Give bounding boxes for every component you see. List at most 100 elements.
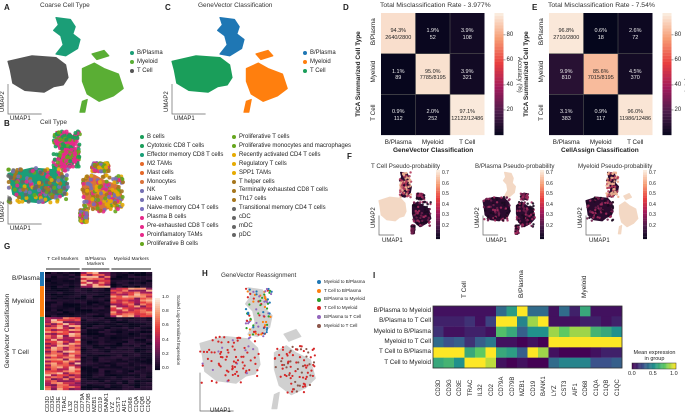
umap-b-point	[65, 155, 70, 160]
umap-f-2-point	[614, 172, 617, 175]
g-heatmap-cell	[45, 323, 52, 326]
g-heatmap-cell	[86, 364, 93, 367]
confusion-d-colorbar-segment	[494, 116, 504, 120]
g-heatmap-cell	[74, 275, 81, 279]
umap-b-point	[17, 195, 22, 200]
h-reassigned-point	[218, 335, 221, 339]
confusion-d-cell	[381, 53, 416, 95]
umap-b-point	[102, 168, 107, 173]
g-heatmap-cell	[80, 319, 87, 322]
umap-b-point	[77, 142, 82, 147]
i-heatmap-cell	[433, 337, 444, 348]
g-heatmap-cell	[128, 305, 135, 308]
g-heatmap-cell	[80, 332, 87, 336]
g-heatmap-cell	[74, 281, 81, 284]
h-reassigned-point	[252, 300, 255, 303]
g-heatmap-cell	[110, 323, 117, 326]
umap-f-2-point	[592, 197, 596, 200]
g-heatmap-cell	[128, 344, 135, 347]
g-heatmap-cell	[122, 362, 129, 365]
umap-f-0-point	[418, 202, 421, 205]
g-heatmap-cell	[128, 303, 135, 306]
umap-f-0-point	[420, 211, 424, 215]
g-heatmap-cell	[122, 323, 129, 326]
umap-c-cluster-M3	[243, 98, 252, 113]
umap-f-1-point	[488, 197, 491, 200]
g-heatmap-cell	[45, 293, 52, 296]
g-heatmap-cell	[74, 307, 81, 310]
h-reassigned-point	[248, 328, 252, 331]
g-heatmap-cell	[110, 313, 117, 316]
h-reassigned-point	[269, 292, 273, 296]
g-heatmap-cell	[128, 272, 135, 275]
h-reassigned-point	[263, 293, 266, 296]
f-colorbar-segment	[436, 190, 440, 194]
panel-a-title: Coarse Cell Type	[40, 2, 90, 9]
legend-label: Proliferative T cells	[239, 134, 290, 140]
g-heatmap-cell	[122, 289, 129, 292]
i-heatmap-cell	[611, 306, 623, 317]
g-heatmap-cell	[80, 331, 87, 334]
panel-label-A: A	[4, 3, 10, 12]
confusion-d-colorbar-segment	[494, 46, 504, 50]
g-heatmap-cell	[86, 340, 93, 343]
g-heatmap-cell	[92, 386, 99, 389]
umap-b-point	[63, 147, 68, 152]
panel-label-E: E	[532, 3, 538, 12]
umap-b-point	[62, 130, 67, 135]
g-heatmap-cell	[68, 384, 75, 387]
confusion-e-colorbar-segment	[662, 83, 672, 87]
confusion-d-colorbar-segment	[494, 122, 504, 126]
confusion-e-cell-count: 2710/2800	[553, 34, 580, 41]
confusion-e-cell-percent: 0.9%	[594, 109, 608, 116]
g-heatmap-cell	[140, 384, 147, 387]
umap-b-point	[51, 165, 56, 170]
i-colorbar-segment	[674, 363, 677, 369]
f-colorbar-segment	[540, 209, 544, 212]
confusion-d-colorbar-segment	[494, 19, 504, 23]
g-heatmap-cell	[45, 285, 52, 288]
umap-h-cluster-M3	[271, 391, 280, 410]
confusion-e-colorbar-segment	[662, 125, 672, 130]
g-heatmap-cell	[140, 319, 147, 322]
i-heatmap-cell	[601, 357, 612, 369]
g-heatmap-cell	[86, 344, 93, 347]
g-heatmap-cell	[50, 336, 58, 340]
i-heatmap-cell	[517, 326, 528, 338]
g-heatmap-cell	[134, 352, 141, 355]
g-heatmap-cell	[86, 319, 93, 322]
g-heatmap-cell	[74, 287, 81, 290]
legend-marker-icon	[232, 162, 236, 167]
i-heatmap-cell	[506, 306, 518, 317]
g-heatmap-cell	[98, 319, 105, 322]
i-colorbar-label: Mean expression in group	[633, 350, 676, 362]
g-heatmap-cell	[62, 358, 69, 361]
g-heatmap-cell	[68, 301, 75, 304]
g-heatmap-cell	[68, 380, 75, 383]
confusion-e-cell-count: 117	[596, 115, 606, 122]
umap-f-2-point	[594, 208, 597, 212]
g-heatmap-cell	[140, 307, 147, 310]
g-heatmap-cell	[56, 380, 64, 383]
g-heatmap-cell	[80, 289, 87, 292]
g-heatmap-cell	[50, 346, 58, 349]
confusion-e-cell-count: 383	[561, 115, 571, 122]
g-heatmap-cell	[110, 287, 117, 290]
confusion-d-colorbar-segment	[494, 98, 504, 102]
umap-f-1-point	[518, 209, 522, 212]
g-heatmap-cell	[104, 305, 111, 308]
legend-label: B/Plasma	[310, 50, 336, 56]
g-heatmap-cell	[80, 376, 87, 379]
umap-b-point	[116, 195, 121, 200]
confusion-e-cell-percent: 2.6%	[628, 28, 642, 34]
g-heatmap-cell	[122, 356, 129, 359]
g-heatmap-cell	[74, 323, 81, 326]
g-heatmap-cell	[80, 368, 87, 371]
umap-f-0-point	[416, 194, 419, 198]
umap-f-1-point	[532, 204, 535, 208]
h-reassigned-point	[244, 322, 248, 325]
umap-b-point	[90, 197, 95, 202]
umap-b-point	[76, 149, 81, 154]
g-heatmap-cell	[45, 342, 52, 345]
g-heatmap-cell	[116, 291, 123, 294]
